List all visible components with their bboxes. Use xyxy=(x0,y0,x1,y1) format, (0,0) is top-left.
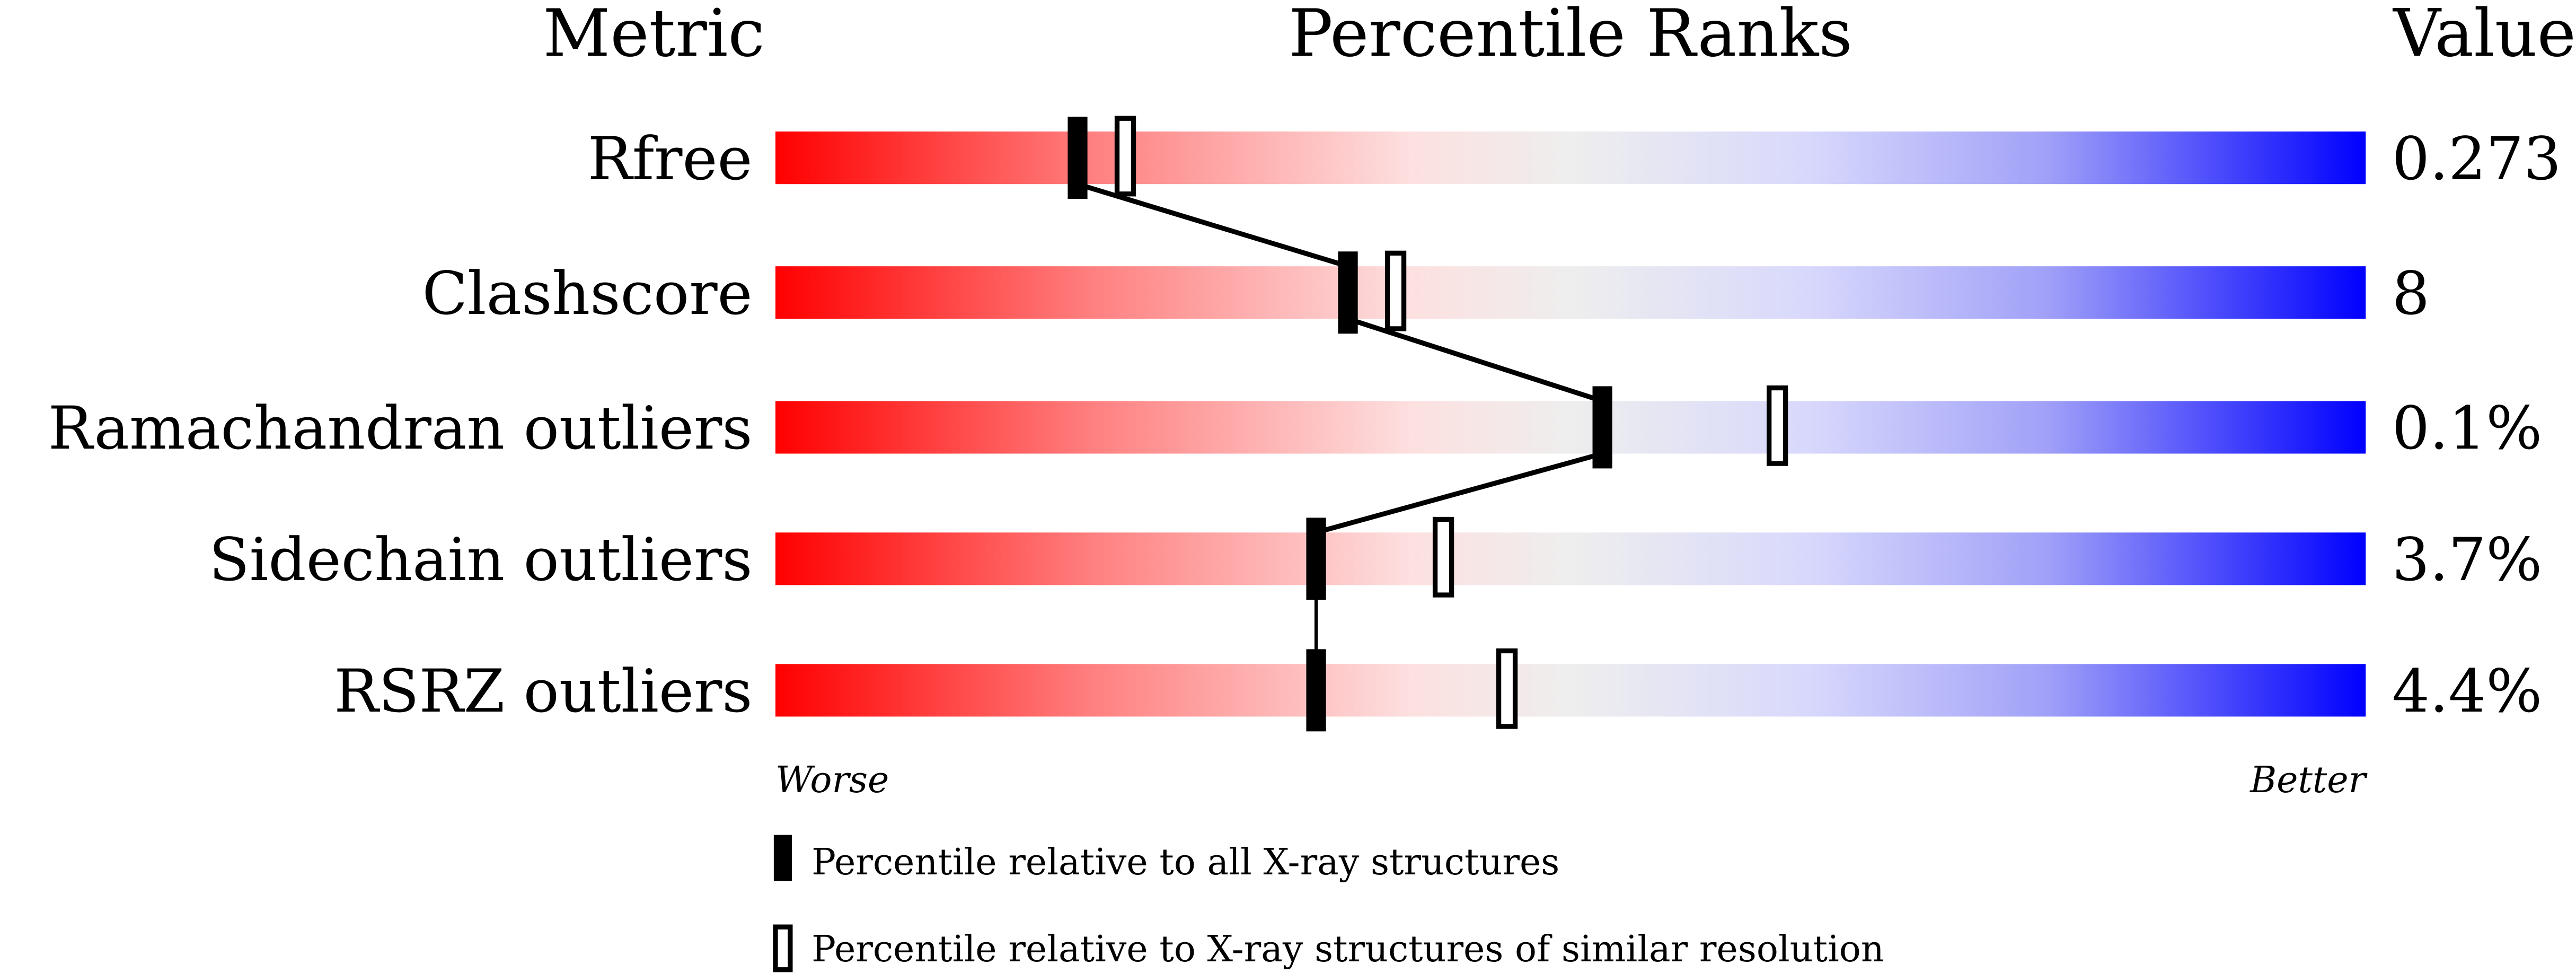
metric-label: Sidechain outliers xyxy=(209,525,752,594)
metric-value: 4.4% xyxy=(2392,657,2542,726)
connector-line xyxy=(1077,181,1349,269)
metric-header: Metric xyxy=(543,0,764,72)
better-label: Better xyxy=(2249,759,2368,801)
value-header: Value xyxy=(2392,0,2576,72)
metric-label: Rfree xyxy=(588,125,753,194)
all-structures-marker xyxy=(1068,117,1088,199)
all-structures-marker xyxy=(1338,251,1358,334)
percentile-bar xyxy=(775,401,2366,454)
legend-similar-marker-icon xyxy=(773,924,793,972)
similar-resolution-marker xyxy=(1432,516,1454,598)
percentile-bar xyxy=(775,266,2366,319)
worse-label: Worse xyxy=(775,759,889,801)
legend-all-marker-icon xyxy=(773,835,792,881)
percentile-bar xyxy=(775,132,2366,185)
metric-label: Clashscore xyxy=(422,259,753,328)
similar-resolution-marker xyxy=(1114,116,1136,197)
metric-label: Ramachandran outliers xyxy=(48,394,753,463)
similar-resolution-marker xyxy=(1767,385,1788,466)
all-structures-marker xyxy=(1306,518,1326,600)
legend-all-label: Percentile relative to all X-ray structu… xyxy=(811,841,1559,883)
ranks-header: Percentile Ranks xyxy=(1289,0,1852,72)
connector-line xyxy=(1347,316,1603,404)
metric-value: 0.273 xyxy=(2392,125,2561,194)
metric-value: 3.7% xyxy=(2392,525,2542,594)
similar-resolution-marker xyxy=(1384,250,1407,331)
all-structures-marker xyxy=(1592,386,1612,469)
connector-line xyxy=(1315,451,1603,535)
all-structures-marker xyxy=(1306,649,1326,732)
metric-value: 0.1% xyxy=(2392,394,2542,463)
percentile-bar xyxy=(775,664,2366,717)
metric-value: 8 xyxy=(2392,259,2430,328)
similar-resolution-marker xyxy=(1496,648,1518,729)
legend-similar-label: Percentile relative to X-ray structures … xyxy=(811,928,1884,970)
metric-label: RSRZ outliers xyxy=(334,657,752,726)
percentile-bar xyxy=(775,532,2366,585)
